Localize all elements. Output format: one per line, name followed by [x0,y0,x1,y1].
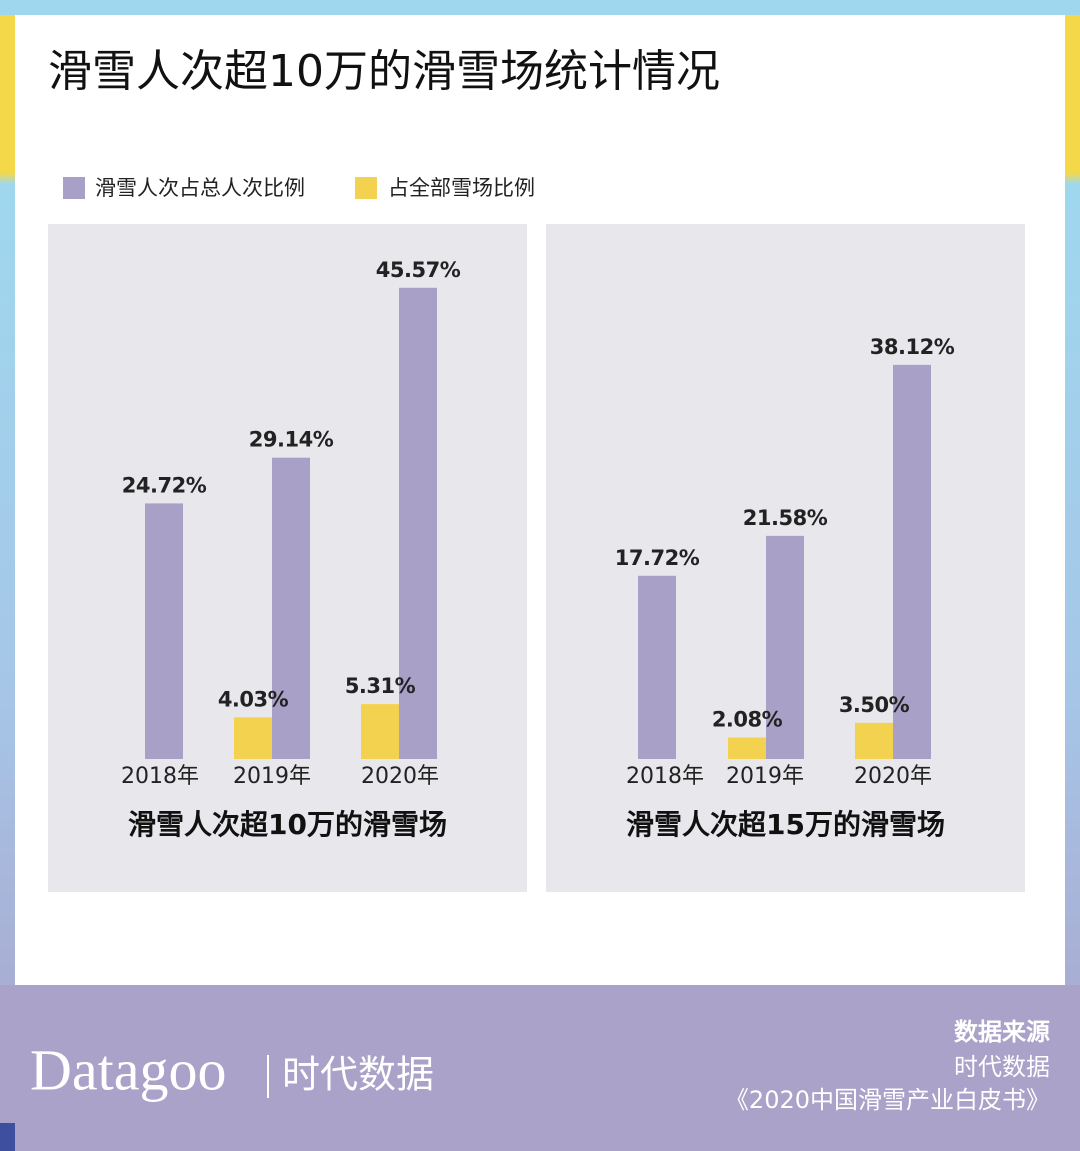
data-label: 21.58% [743,506,828,530]
page-title: 滑雪人次超10万的滑雪场统计情况 [48,46,720,97]
chart-title: 滑雪人次超10万的滑雪场 [128,808,447,841]
bar [766,535,804,759]
bar [272,457,310,759]
source-line: 时代数据 [954,1053,1050,1081]
data-label: 38.12% [870,335,955,359]
data-label: 3.50% [839,693,910,717]
frame-top [0,0,1080,15]
x-tick-label: 2018年 [121,764,199,789]
source-line: 《2020中国滑雪产业白皮书》 [725,1086,1050,1114]
data-label: 24.72% [122,473,207,497]
data-label: 29.14% [249,428,334,452]
x-tick-label: 2018年 [626,764,704,789]
bar [893,364,931,759]
brand: Datagoo [30,1037,227,1102]
bar [234,717,272,759]
chart-title: 滑雪人次超15万的滑雪场 [626,808,945,841]
legend-label: 占全部雪场比例 [388,176,535,200]
brand-cn: 时代数据 [282,1053,434,1097]
bar [728,737,766,759]
legend-swatch [355,177,377,199]
data-label: 17.72% [615,546,700,570]
bar [855,722,893,759]
x-tick-label: 2020年 [854,764,932,789]
source-title: 数据来源 [954,1018,1050,1046]
data-label: 5.31% [345,674,416,698]
data-label: 2.08% [712,707,783,731]
x-tick-label: 2020年 [361,764,439,789]
x-tick-label: 2019年 [233,764,311,789]
footer-band [0,985,1080,1151]
data-label: 45.57% [376,258,461,282]
legend-label: 滑雪人次占总人次比例 [95,176,305,200]
x-tick-label: 2019年 [726,764,804,789]
legend-swatch [63,177,85,199]
bar [399,287,437,759]
data-label: 4.03% [218,687,289,711]
bar [638,575,676,759]
bar [145,503,183,759]
bar [361,704,399,759]
corner-mark [0,1123,15,1151]
